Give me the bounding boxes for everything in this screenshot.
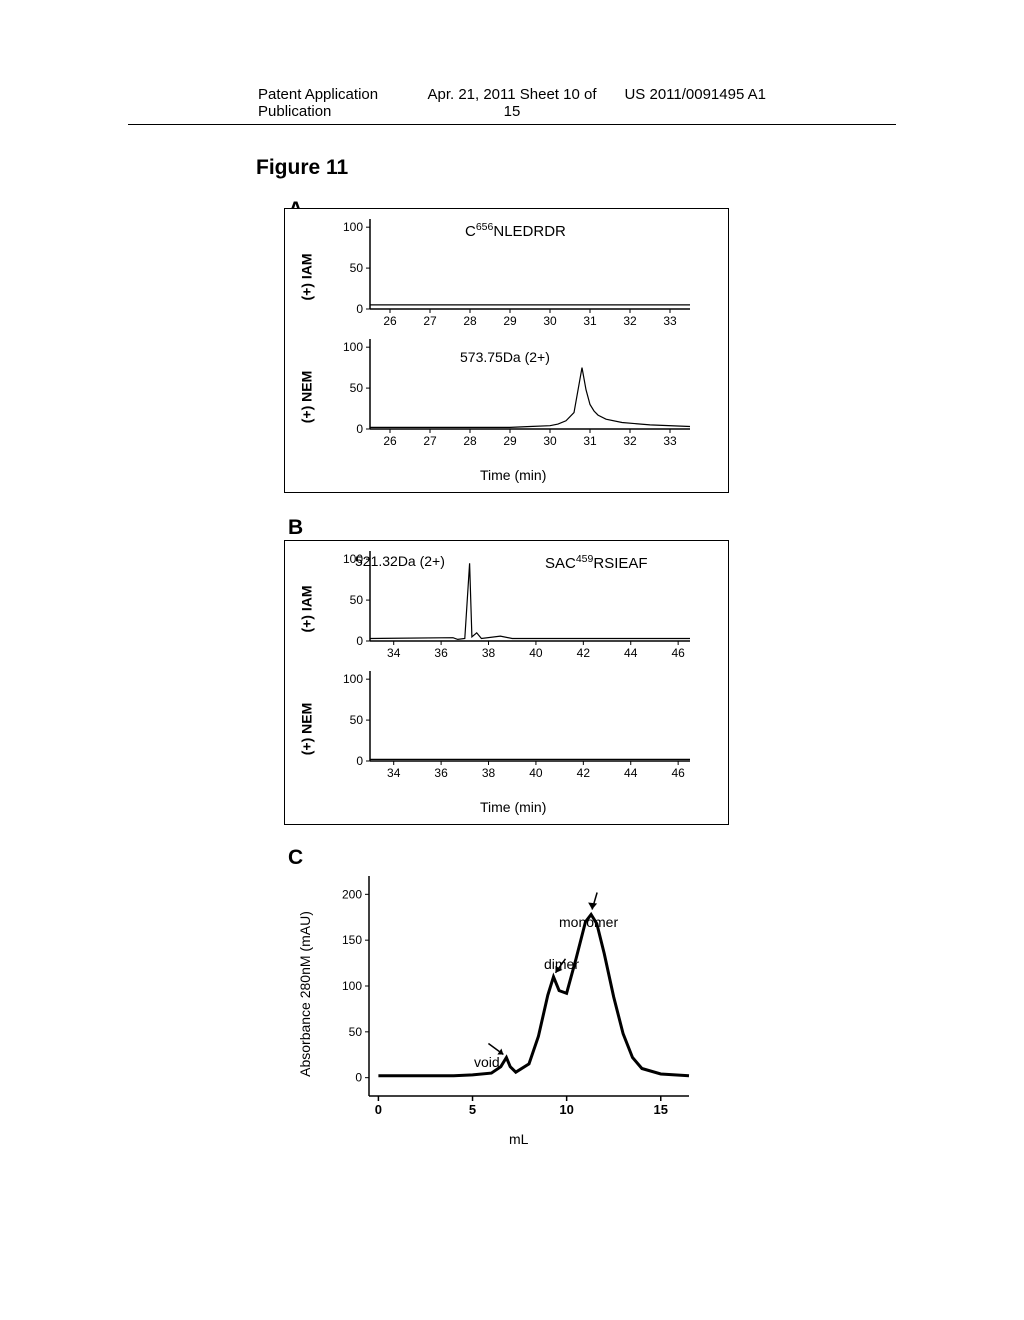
- svg-text:200: 200: [342, 887, 362, 901]
- svg-text:5: 5: [469, 1102, 476, 1117]
- svg-text:50: 50: [350, 593, 364, 607]
- header-right: US 2011/0091495 A1: [597, 86, 766, 120]
- panel-c: Absorbance 280nM (mAU) 0 50 100 150 200 0 5 10 1…: [284, 856, 729, 1146]
- header: Patent Application Publication Apr. 21, …: [128, 86, 896, 125]
- panel-a-sub2-ylabel: (+) NEM: [298, 371, 314, 424]
- svg-text:46: 46: [671, 646, 685, 660]
- panel-a-xlabel: Time (min): [480, 467, 546, 483]
- panel-c-ylabel: Absorbance 280nM (mAU): [297, 911, 313, 1077]
- svg-text:38: 38: [482, 646, 496, 660]
- svg-text:38: 38: [482, 766, 496, 780]
- svg-text:10: 10: [559, 1102, 573, 1117]
- svg-text:28: 28: [463, 314, 477, 328]
- svg-text:100: 100: [343, 672, 363, 686]
- svg-text:27: 27: [423, 314, 437, 328]
- svg-text:30: 30: [543, 314, 557, 328]
- panel-b-title-prefix: SAC: [545, 555, 576, 572]
- svg-text:33: 33: [663, 434, 677, 448]
- svg-text:40: 40: [529, 766, 543, 780]
- svg-text:27: 27: [423, 434, 437, 448]
- svg-text:31: 31: [583, 434, 597, 448]
- panel-b-frame: (+) IAM (+) NEM 050100343638404244460501…: [284, 540, 729, 825]
- panel-b-sub2-ylabel: (+) NEM: [298, 703, 314, 756]
- svg-text:31: 31: [583, 314, 597, 328]
- svg-text:36: 36: [434, 646, 448, 660]
- svg-text:50: 50: [350, 381, 364, 395]
- svg-text:0: 0: [356, 634, 363, 648]
- svg-text:15: 15: [654, 1102, 668, 1117]
- svg-text:100: 100: [343, 340, 363, 354]
- svg-text:28: 28: [463, 434, 477, 448]
- svg-text:44: 44: [624, 646, 638, 660]
- header-left: Patent Application Publication: [258, 86, 427, 120]
- svg-text:29: 29: [503, 434, 517, 448]
- panel-b-title: SAC459RSIEAF: [545, 553, 648, 572]
- svg-text:26: 26: [383, 434, 397, 448]
- svg-text:32: 32: [623, 434, 637, 448]
- svg-text:0: 0: [355, 1071, 362, 1085]
- svg-text:34: 34: [387, 646, 401, 660]
- panel-b-sub1-anno: 521.32Da (2+): [355, 553, 445, 569]
- panel-b-title-sup: 459: [576, 553, 594, 565]
- svg-text:30: 30: [543, 434, 557, 448]
- svg-text:34: 34: [387, 766, 401, 780]
- svg-text:0: 0: [356, 422, 363, 436]
- svg-text:32: 32: [623, 314, 637, 328]
- panel-a-sub2-anno: 573.75Da (2+): [460, 349, 550, 365]
- panel-c-anno-monomer: monomer: [559, 914, 618, 930]
- svg-text:42: 42: [577, 646, 591, 660]
- svg-text:50: 50: [349, 1025, 363, 1039]
- svg-text:0: 0: [375, 1102, 382, 1117]
- svg-text:0: 0: [356, 302, 363, 316]
- panel-b-chart: 0501003436384042444605010034363840424446: [340, 551, 720, 791]
- panel-a-chart: 0 50 100 26 27 28 29 30 31 32 33 0 50 100 26 27 28 29 30 31…: [340, 219, 720, 459]
- svg-text:40: 40: [529, 646, 543, 660]
- svg-text:36: 36: [434, 766, 448, 780]
- svg-text:100: 100: [343, 220, 363, 234]
- panel-a-sub1-ylabel: (+) IAM: [299, 253, 315, 300]
- panel-b-sub1-ylabel: (+) IAM: [299, 585, 315, 632]
- panel-b-title-rest: RSIEAF: [593, 555, 647, 572]
- svg-text:42: 42: [577, 766, 591, 780]
- figure-title: Figure 11: [256, 156, 348, 180]
- svg-text:150: 150: [342, 933, 362, 947]
- panel-c-chart: 0 50 100 150 200 0 5 10 15: [339, 866, 729, 1136]
- svg-text:29: 29: [503, 314, 517, 328]
- panel-c-anno-void: void: [474, 1054, 500, 1070]
- svg-text:26: 26: [383, 314, 397, 328]
- panel-c-anno-dimer: dimer: [544, 956, 579, 972]
- svg-text:46: 46: [671, 766, 685, 780]
- panel-a: C656NLEDRDR (+) IAM (+) NEM 050100262728…: [284, 208, 729, 493]
- panel-b-xlabel: Time (min): [480, 799, 546, 815]
- svg-text:0: 0: [356, 754, 363, 768]
- panel-c-xlabel: mL: [509, 1131, 528, 1147]
- svg-text:50: 50: [350, 261, 364, 275]
- svg-text:100: 100: [342, 979, 362, 993]
- svg-text:44: 44: [624, 766, 638, 780]
- header-center: Apr. 21, 2011 Sheet 10 of 15: [427, 86, 596, 120]
- panel-b: (+) IAM (+) NEM 050100343638404244460501…: [284, 530, 729, 820]
- svg-text:50: 50: [350, 713, 364, 727]
- svg-text:33: 33: [663, 314, 677, 328]
